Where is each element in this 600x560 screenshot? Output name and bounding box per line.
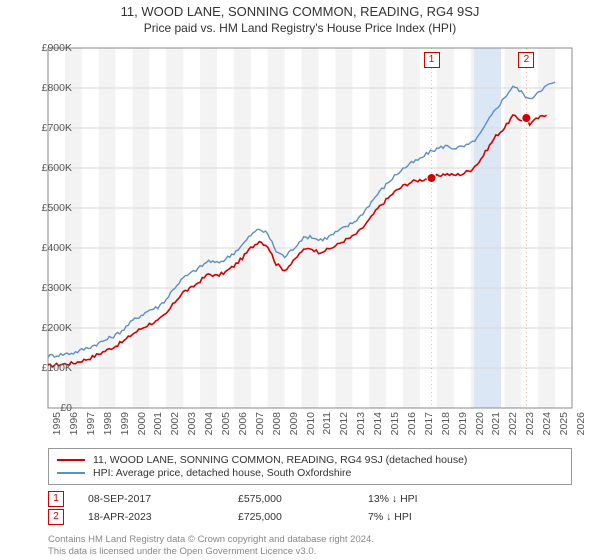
- ytick-label: £200K: [28, 322, 72, 334]
- xtick-label: 2004: [203, 412, 215, 435]
- legend-row: HPI: Average price, detached house, Sout…: [57, 467, 563, 479]
- sale-price: £575,000: [238, 493, 328, 505]
- xtick-label: 2025: [558, 412, 570, 435]
- ytick-label: £300K: [28, 282, 72, 294]
- footer-line-2: This data is licensed under the Open Gov…: [48, 546, 572, 558]
- xtick-label: 2006: [237, 412, 249, 435]
- xtick-label: 2015: [389, 412, 401, 435]
- xtick-label: 1996: [68, 412, 80, 435]
- title-main: 11, WOOD LANE, SONNING COMMON, READING, …: [0, 4, 600, 19]
- sale-price: £725,000: [238, 511, 328, 523]
- xtick-label: 2000: [136, 412, 148, 435]
- xtick-label: 2013: [355, 412, 367, 435]
- sale-marker-box: 1: [424, 52, 440, 68]
- ytick-label: £0: [28, 402, 72, 414]
- sale-marker-box: 2: [518, 52, 534, 68]
- ytick-label: £800K: [28, 82, 72, 94]
- title-sub: Price paid vs. HM Land Registry's House …: [0, 21, 600, 35]
- xtick-label: 1999: [119, 412, 131, 435]
- xtick-label: 2026: [575, 412, 587, 435]
- ytick-label: £600K: [28, 162, 72, 174]
- sale-row-marker: 1: [48, 491, 64, 507]
- plot-svg: [48, 48, 572, 408]
- xtick-label: 2008: [271, 412, 283, 435]
- xtick-label: 2012: [338, 412, 350, 435]
- ytick-label: £500K: [28, 202, 72, 214]
- sale-row: 1 08-SEP-2017 £575,000 13% ↓ HPI: [48, 490, 572, 508]
- xtick-label: 2018: [440, 412, 452, 435]
- xtick-label: 2016: [406, 412, 418, 435]
- legend-swatch: [57, 472, 85, 474]
- legend-row: 11, WOOD LANE, SONNING COMMON, READING, …: [57, 454, 563, 466]
- xtick-label: 2017: [423, 412, 435, 435]
- xtick-label: 2023: [524, 412, 536, 435]
- ytick-label: £700K: [28, 122, 72, 134]
- xtick-label: 2007: [254, 412, 266, 435]
- xtick-label: 2010: [305, 412, 317, 435]
- legend-label: HPI: Average price, detached house, Sout…: [93, 467, 351, 479]
- xtick-label: 2005: [220, 412, 232, 435]
- sales-table: 1 08-SEP-2017 £575,000 13% ↓ HPI 2 18-APR-202…: [48, 490, 572, 526]
- sale-marker-dot: [522, 114, 531, 123]
- footer: Contains HM Land Registry data © Crown c…: [48, 534, 572, 558]
- ytick-label: £400K: [28, 242, 72, 254]
- xtick-label: 1995: [51, 412, 63, 435]
- titles: 11, WOOD LANE, SONNING COMMON, READING, …: [0, 0, 600, 35]
- legend: 11, WOOD LANE, SONNING COMMON, READING, …: [48, 448, 572, 485]
- footer-line-1: Contains HM Land Registry data © Crown c…: [48, 534, 572, 546]
- xtick-label: 2002: [169, 412, 181, 435]
- chart-area: [48, 48, 572, 408]
- sale-row-marker: 2: [48, 509, 64, 525]
- xtick-label: 2014: [372, 412, 384, 435]
- ytick-label: £900K: [28, 42, 72, 54]
- sale-row: 2 18-APR-2023 £725,000 7% ↓ HPI: [48, 508, 572, 526]
- xtick-label: 2001: [152, 412, 164, 435]
- legend-swatch: [57, 459, 85, 461]
- xtick-label: 2020: [474, 412, 486, 435]
- sale-delta: 13% ↓ HPI: [368, 493, 418, 505]
- xtick-label: 2019: [457, 412, 469, 435]
- sale-date: 18-APR-2023: [88, 511, 198, 523]
- ytick-label: £100K: [28, 362, 72, 374]
- xtick-label: 1998: [102, 412, 114, 435]
- chart-container: 11, WOOD LANE, SONNING COMMON, READING, …: [0, 0, 600, 560]
- legend-label: 11, WOOD LANE, SONNING COMMON, READING, …: [93, 454, 467, 466]
- sale-date: 08-SEP-2017: [88, 493, 198, 505]
- sale-delta: 7% ↓ HPI: [368, 511, 412, 523]
- xtick-label: 1997: [85, 412, 97, 435]
- xtick-label: 2024: [541, 412, 553, 435]
- xtick-label: 2003: [186, 412, 198, 435]
- xtick-label: 2022: [507, 412, 519, 435]
- sale-marker-dot: [427, 174, 436, 183]
- xtick-label: 2021: [490, 412, 502, 435]
- xtick-label: 2011: [321, 412, 333, 435]
- xtick-label: 2009: [288, 412, 300, 435]
